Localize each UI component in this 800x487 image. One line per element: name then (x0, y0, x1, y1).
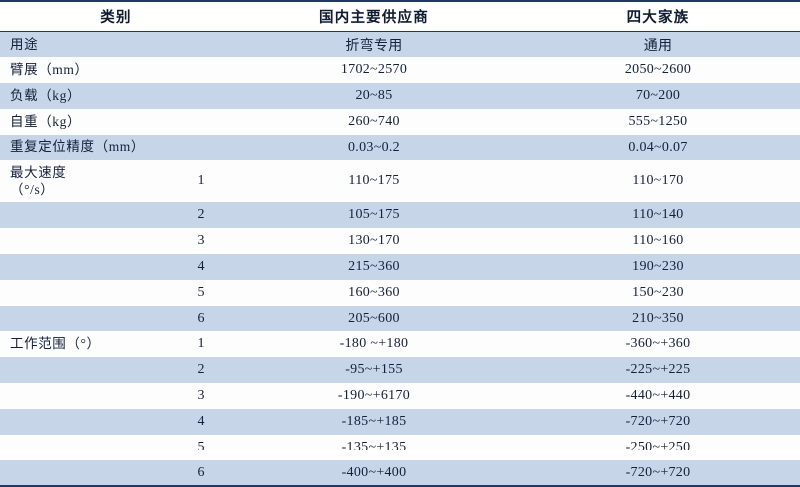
row-axis-index: 2 (197, 362, 205, 378)
table-row: 4 215~360 190~230 (0, 254, 800, 280)
table-body: 用途 折弯专用 通用 臂展（mm） 1702~2570 2050~2600 负载（kg） 20… (0, 31, 800, 487)
row-axis-index: 5 (197, 284, 205, 300)
row-axis-index: 4 (197, 258, 205, 274)
row-axis-index (170, 135, 232, 161)
cell-domestic-supplier: -180 ~+180 (339, 336, 409, 352)
row-label (0, 435, 170, 461)
cell-domestic-supplier: 260~740 (348, 113, 400, 129)
cell-domestic-supplier: -135~+135 (341, 439, 407, 455)
row-label: 负载（kg） (10, 87, 82, 103)
cell-domestic-supplier: 折弯专用 (345, 38, 403, 54)
row-label (0, 228, 170, 254)
cell-four-families: 70~200 (635, 87, 681, 103)
table-header: 类别 国内主要供应商 四大家族 (0, 0, 800, 32)
row-label: 工作范围（°） (10, 336, 101, 352)
row-label: 用途 (10, 36, 39, 52)
cell-four-families: 2050~2600 (624, 62, 692, 78)
row-axis-index (170, 32, 232, 58)
row-label: 臂展（mm） (10, 62, 89, 78)
cell-four-families: 110~140 (632, 207, 684, 223)
row-label (0, 357, 170, 383)
table-row: 2 105~175 110~140 (0, 202, 800, 229)
cell-four-families: 0.04~0.07 (628, 139, 688, 155)
row-axis-index (170, 83, 232, 109)
table-row: 用途 折弯专用 通用 (0, 31, 800, 58)
cell-domestic-supplier: 205~600 (348, 310, 400, 326)
cell-domestic-supplier: 20~85 (355, 87, 393, 103)
cell-four-families: -250~+250 (625, 439, 691, 455)
table-row: 3 130~170 110~160 (0, 228, 800, 255)
row-label (0, 202, 170, 228)
table-row: 最大速度 （°/s） 1 110~175 110~170 (0, 160, 800, 203)
table-row: 5 160~360 150~230 (0, 279, 800, 306)
cell-domestic-supplier: -185~+185 (341, 413, 407, 429)
table-row: 重复定位精度（mm） 0.03~0.2 0.04~0.07 (0, 134, 800, 161)
table-row: 6 205~600 210~350 (0, 305, 800, 332)
row-label: 自重（kg） (10, 113, 82, 129)
table-row: 5 -135~+135 -250~+250 (0, 434, 800, 461)
row-label: 重复定位精度（mm） (10, 139, 146, 155)
row-label: 最大速度 （°/s） (10, 165, 67, 198)
row-axis-index: 4 (197, 413, 205, 429)
table-row: 臂展（mm） 1702~2570 2050~2600 (0, 57, 800, 84)
table-row: 3 -190~+6170 -440~+440 (0, 383, 800, 409)
row-label (0, 254, 170, 280)
row-label (0, 280, 170, 306)
row-axis-index: 1 (197, 336, 205, 352)
table-row: 6 -400~+400 -720~+720 (0, 460, 800, 487)
cell-four-families: 190~230 (632, 258, 684, 274)
cell-domestic-supplier: -190~+6170 (337, 387, 411, 403)
row-axis-index: 6 (197, 310, 205, 326)
row-label (0, 383, 170, 409)
row-label (0, 409, 170, 435)
table-row: 自重（kg） 260~740 555~1250 (0, 108, 800, 135)
table-row: 2 -95~+155 -225~+225 (0, 357, 800, 384)
cell-domestic-supplier: 105~175 (348, 207, 400, 223)
row-axis-index: 2 (197, 207, 205, 223)
cell-four-families: -225~+225 (625, 362, 691, 378)
column-header-domestic-supplier: 国内主要供应商 (232, 0, 516, 32)
row-label (0, 460, 170, 487)
row-axis-index: 3 (197, 387, 205, 403)
table-row: 负载（kg） 20~85 70~200 (0, 83, 800, 109)
cell-domestic-supplier: -400~+400 (232, 460, 516, 487)
cell-four-families: -360~+360 (625, 336, 691, 352)
cell-domestic-supplier: 1702~2570 (340, 62, 408, 78)
column-header-four-families: 四大家族 (516, 0, 800, 32)
cell-domestic-supplier: 160~360 (348, 284, 400, 300)
cell-domestic-supplier: 110~175 (348, 173, 400, 189)
header-row: 类别 国内主要供应商 四大家族 (0, 0, 800, 32)
row-axis-index (170, 109, 232, 135)
cell-four-families: 150~230 (632, 284, 684, 300)
cell-four-families: 110~170 (632, 173, 684, 189)
row-axis-index: 3 (197, 233, 205, 249)
table-row: 4 -185~+185 -720~+720 (0, 408, 800, 435)
cell-four-families: 210~350 (632, 310, 684, 326)
row-label (0, 306, 170, 332)
cell-four-families: -720~+720 (625, 413, 691, 429)
cell-four-families: 通用 (643, 38, 673, 54)
cell-domestic-supplier: -95~+155 (345, 362, 403, 378)
row-axis-index (170, 57, 232, 83)
row-axis-index: 5 (197, 439, 205, 455)
cell-domestic-supplier: 0.03~0.2 (348, 139, 400, 155)
cell-domestic-supplier: 130~170 (348, 233, 400, 249)
cell-four-families: 555~1250 (628, 113, 688, 129)
table-row: 工作范围（°） 1 -180 ~+180 -360~+360 (0, 331, 800, 358)
row-axis-index: 1 (197, 173, 205, 189)
column-header-category: 类别 (0, 0, 232, 32)
row-axis-index: 6 (170, 460, 232, 487)
cell-four-families: 110~160 (632, 233, 684, 249)
cell-four-families: -720~+720 (516, 460, 800, 487)
cell-domestic-supplier: 215~360 (348, 258, 400, 274)
cell-four-families: -440~+440 (625, 387, 691, 403)
